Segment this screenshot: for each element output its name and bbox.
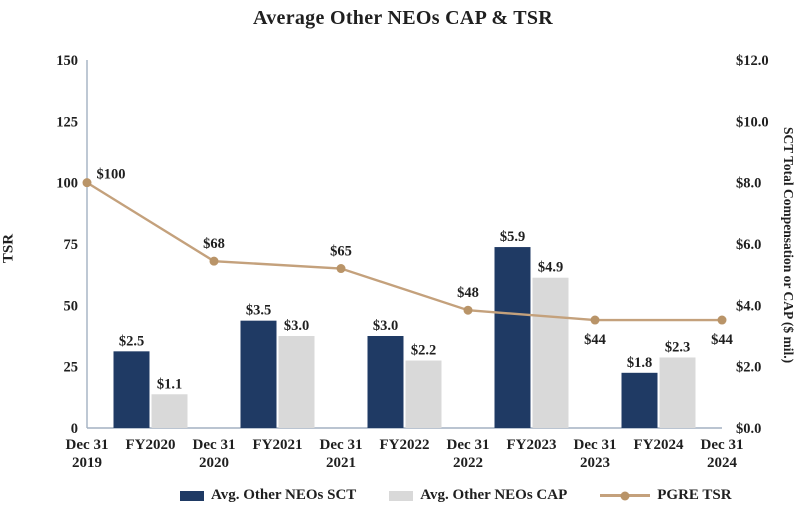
x-axis-label: FY2023 xyxy=(507,437,557,453)
left-axis-tick: 0 xyxy=(71,421,78,437)
bar-value-label: $3.0 xyxy=(373,318,398,334)
tsr-marker xyxy=(590,315,600,325)
x-axis-label: Dec 31 2024 xyxy=(701,437,744,471)
tsr-marker xyxy=(717,315,727,325)
left-axis-tick: 75 xyxy=(64,237,79,253)
right-axis-tick: $6.0 xyxy=(736,237,761,253)
legend-item-cap: Avg. Other NEOs CAP xyxy=(389,487,567,504)
x-axis-label: Dec 31 2021 xyxy=(320,437,363,471)
tsr-point-label: $65 xyxy=(330,244,352,260)
bar-cap xyxy=(278,336,315,428)
legend-label-cap: Avg. Other NEOs CAP xyxy=(420,487,568,503)
left-axis-tick: 100 xyxy=(56,176,78,192)
left-axis-tick: 25 xyxy=(64,360,79,376)
left-axis-tick: 50 xyxy=(64,298,79,314)
bar-cap xyxy=(659,357,696,428)
x-axis-label: FY2020 xyxy=(126,437,176,453)
right-axis-tick: $10.0 xyxy=(736,114,769,130)
x-axis-label: FY2022 xyxy=(380,437,430,453)
x-axis-label: FY2024 xyxy=(634,437,684,453)
x-axis-label: Dec 31 2020 xyxy=(193,437,236,471)
bar-value-label: $3.0 xyxy=(284,318,309,334)
x-axis-label: Dec 31 2019 xyxy=(66,437,109,471)
left-axis-tick: 150 xyxy=(56,53,78,69)
right-axis-title: SCT Total Compensation or CAP ($ mil.) xyxy=(781,126,796,364)
bar-cap xyxy=(532,277,569,428)
right-axis-tick: $12.0 xyxy=(736,53,769,69)
bar-cap xyxy=(151,394,188,428)
tsr-point-label: $44 xyxy=(711,332,733,348)
bar-sct xyxy=(367,336,404,428)
right-axis-tick: $2.0 xyxy=(736,360,761,376)
left-axis-tick: 125 xyxy=(56,114,78,130)
sct-bar-swatch-icon xyxy=(180,490,204,501)
bar-value-label: $2.2 xyxy=(411,343,436,359)
tsr-marker xyxy=(336,264,346,274)
bar-value-label: $5.9 xyxy=(500,229,525,245)
cap-bar-swatch-icon xyxy=(389,490,414,501)
bar-value-label: $2.3 xyxy=(665,339,690,355)
right-axis-tick: $4.0 xyxy=(736,298,761,314)
tsr-marker xyxy=(82,178,92,188)
tsr-line-swatch-icon xyxy=(600,491,651,500)
right-axis-tick: $8.0 xyxy=(736,176,761,192)
tsr-point-label: $100 xyxy=(97,167,126,183)
bar-value-label: $2.5 xyxy=(119,333,144,349)
x-axis-label: Dec 31 2023 xyxy=(574,437,617,471)
legend-label-tsr: PGRE TSR xyxy=(657,487,732,503)
bar-value-label: $3.5 xyxy=(246,303,271,319)
tsr-point-label: $68 xyxy=(203,236,225,252)
bar-sct xyxy=(240,320,277,428)
legend-label-sct: Avg. Other NEOs SCT xyxy=(211,487,357,503)
right-axis-tick: $0.0 xyxy=(736,421,761,437)
bar-value-label: $1.8 xyxy=(627,355,652,371)
x-axis-label: FY2021 xyxy=(253,437,303,453)
bar-sct xyxy=(494,247,531,428)
legend-item-tsr: PGRE TSR xyxy=(600,487,732,504)
bar-sct xyxy=(113,351,150,428)
tsr-marker xyxy=(209,256,219,266)
tsr-point-label: $44 xyxy=(584,332,606,348)
bar-value-label: $4.9 xyxy=(538,260,563,276)
bar-value-label: $1.1 xyxy=(157,376,182,392)
x-axis-label: Dec 31 2022 xyxy=(447,437,490,471)
chart-legend: Avg. Other NEOs SCT Avg. Other NEOs CAP … xyxy=(180,487,732,504)
tsr-line xyxy=(86,181,722,322)
tsr-point-label: $48 xyxy=(457,285,479,301)
tsr-marker xyxy=(463,305,473,315)
bar-sct xyxy=(621,372,658,428)
legend-item-sct: Avg. Other NEOs SCT xyxy=(180,487,356,504)
chart-title: Average Other NEOs CAP & TSR xyxy=(252,7,554,29)
bar-cap xyxy=(405,360,442,428)
